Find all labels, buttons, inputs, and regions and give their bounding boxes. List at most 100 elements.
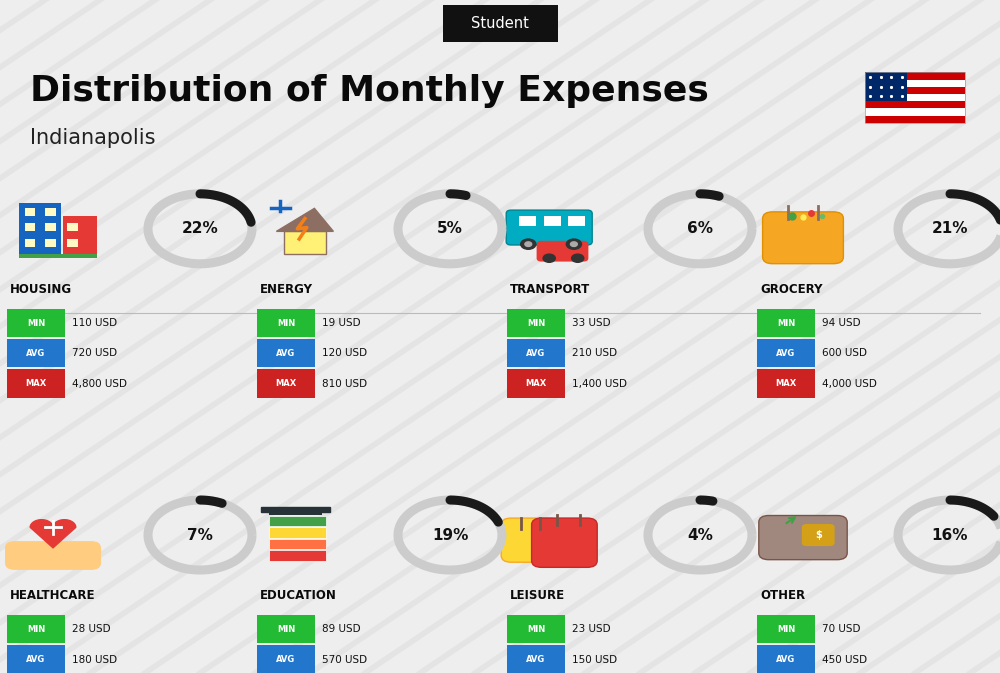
Text: AVG: AVG xyxy=(776,655,796,664)
FancyBboxPatch shape xyxy=(45,223,56,232)
FancyBboxPatch shape xyxy=(25,208,35,216)
FancyBboxPatch shape xyxy=(269,507,322,515)
FancyBboxPatch shape xyxy=(269,551,326,561)
Text: 19 USD: 19 USD xyxy=(322,318,361,328)
FancyBboxPatch shape xyxy=(257,369,315,398)
Text: MAX: MAX xyxy=(275,379,297,388)
FancyBboxPatch shape xyxy=(45,208,56,216)
FancyBboxPatch shape xyxy=(757,369,815,398)
FancyBboxPatch shape xyxy=(757,645,815,673)
Text: AVG: AVG xyxy=(776,349,796,358)
Polygon shape xyxy=(30,520,53,528)
Text: 33 USD: 33 USD xyxy=(572,318,611,328)
FancyBboxPatch shape xyxy=(763,212,843,264)
Text: OTHER: OTHER xyxy=(760,589,805,602)
Text: 120 USD: 120 USD xyxy=(322,349,367,358)
FancyBboxPatch shape xyxy=(507,645,565,673)
FancyBboxPatch shape xyxy=(532,518,597,567)
FancyBboxPatch shape xyxy=(802,524,835,546)
FancyBboxPatch shape xyxy=(501,518,559,562)
Text: MAX: MAX xyxy=(25,379,47,388)
Text: EDUCATION: EDUCATION xyxy=(260,589,337,602)
Text: 600 USD: 600 USD xyxy=(822,349,867,358)
FancyBboxPatch shape xyxy=(442,5,558,42)
Circle shape xyxy=(566,239,582,249)
Text: 1,400 USD: 1,400 USD xyxy=(572,379,627,388)
FancyBboxPatch shape xyxy=(507,309,565,337)
Text: HEALTHCARE: HEALTHCARE xyxy=(10,589,96,602)
Text: 720 USD: 720 USD xyxy=(72,349,117,358)
FancyBboxPatch shape xyxy=(62,216,97,254)
FancyBboxPatch shape xyxy=(284,232,326,254)
Circle shape xyxy=(572,254,584,262)
Text: 570 USD: 570 USD xyxy=(322,655,367,664)
Text: MIN: MIN xyxy=(777,625,795,634)
Text: AVG: AVG xyxy=(276,655,296,664)
FancyBboxPatch shape xyxy=(506,210,592,245)
FancyBboxPatch shape xyxy=(865,73,907,101)
FancyBboxPatch shape xyxy=(865,101,965,108)
Text: LEISURE: LEISURE xyxy=(510,589,565,602)
FancyBboxPatch shape xyxy=(507,339,565,367)
Text: AVG: AVG xyxy=(26,349,46,358)
Text: 450 USD: 450 USD xyxy=(822,655,867,664)
FancyBboxPatch shape xyxy=(7,309,65,337)
FancyBboxPatch shape xyxy=(757,615,815,643)
FancyBboxPatch shape xyxy=(19,254,97,258)
FancyBboxPatch shape xyxy=(865,94,965,101)
Text: AVG: AVG xyxy=(526,349,546,358)
FancyBboxPatch shape xyxy=(19,203,61,254)
FancyBboxPatch shape xyxy=(865,116,965,122)
Circle shape xyxy=(570,242,577,246)
Text: AVG: AVG xyxy=(26,655,46,664)
Text: 22%: 22% xyxy=(182,221,218,236)
FancyBboxPatch shape xyxy=(45,238,56,247)
FancyBboxPatch shape xyxy=(865,79,965,87)
Text: Distribution of Monthly Expenses: Distribution of Monthly Expenses xyxy=(30,74,709,108)
FancyBboxPatch shape xyxy=(759,516,847,560)
Polygon shape xyxy=(30,528,76,548)
Text: GROCERY: GROCERY xyxy=(760,283,822,296)
Text: 7%: 7% xyxy=(187,528,213,542)
Text: 28 USD: 28 USD xyxy=(72,625,111,634)
Text: 180 USD: 180 USD xyxy=(72,655,117,664)
Text: Indianapolis: Indianapolis xyxy=(30,128,156,148)
Circle shape xyxy=(521,239,536,249)
Text: ENERGY: ENERGY xyxy=(260,283,313,296)
FancyBboxPatch shape xyxy=(67,238,78,247)
Text: Student: Student xyxy=(471,16,529,31)
Text: 150 USD: 150 USD xyxy=(572,655,617,664)
Text: 210 USD: 210 USD xyxy=(572,349,617,358)
Text: TRANSPORT: TRANSPORT xyxy=(510,283,590,296)
Circle shape xyxy=(543,254,555,262)
Text: 19%: 19% xyxy=(432,528,468,542)
Text: 94 USD: 94 USD xyxy=(822,318,861,328)
FancyBboxPatch shape xyxy=(865,87,965,94)
FancyBboxPatch shape xyxy=(257,645,315,673)
Text: 70 USD: 70 USD xyxy=(822,625,861,634)
FancyBboxPatch shape xyxy=(865,108,965,116)
Text: 110 USD: 110 USD xyxy=(72,318,117,328)
FancyBboxPatch shape xyxy=(67,223,78,232)
Polygon shape xyxy=(276,209,333,232)
FancyBboxPatch shape xyxy=(568,216,585,226)
Polygon shape xyxy=(261,507,330,512)
Text: MIN: MIN xyxy=(527,625,545,634)
FancyBboxPatch shape xyxy=(5,541,101,570)
Polygon shape xyxy=(53,520,76,528)
FancyBboxPatch shape xyxy=(25,223,35,232)
Text: HOUSING: HOUSING xyxy=(10,283,72,296)
Text: $: $ xyxy=(815,530,822,540)
Text: 21%: 21% xyxy=(932,221,968,236)
Text: 4,000 USD: 4,000 USD xyxy=(822,379,877,388)
Text: AVG: AVG xyxy=(526,655,546,664)
FancyBboxPatch shape xyxy=(519,216,536,226)
Circle shape xyxy=(525,242,532,246)
FancyBboxPatch shape xyxy=(257,309,315,337)
FancyBboxPatch shape xyxy=(25,238,35,247)
FancyBboxPatch shape xyxy=(7,339,65,367)
Text: MAX: MAX xyxy=(525,379,547,388)
FancyBboxPatch shape xyxy=(757,339,815,367)
Text: 810 USD: 810 USD xyxy=(322,379,367,388)
Text: 16%: 16% xyxy=(932,528,968,542)
